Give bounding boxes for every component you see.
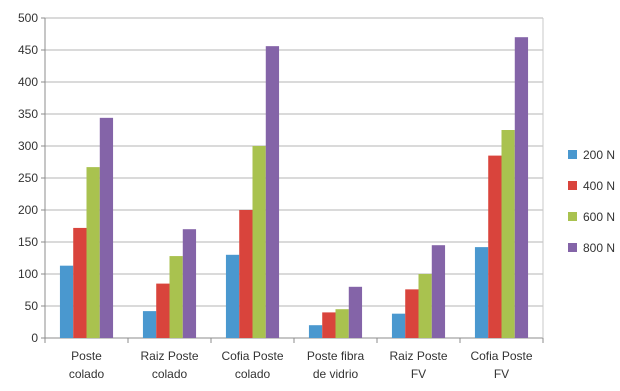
x-tick-label: Cofia Poste FV	[470, 349, 532, 381]
legend-label: 800 N	[583, 241, 615, 255]
bar-600n-6	[501, 130, 515, 338]
x-axis-labels: Poste colado Raiz Poste colado Cofia Poste co…	[69, 349, 533, 381]
bar-400n-4	[322, 312, 336, 338]
bar-200n-1	[59, 265, 74, 338]
y-tick-label: 250	[18, 171, 38, 185]
bar-200n-3	[225, 254, 240, 338]
bars	[59, 37, 529, 338]
legend-label: 200 N	[583, 148, 615, 162]
bar-200n-4	[308, 325, 323, 338]
y-axis-labels: 0 50 100 150 200 250 300 350 400 450 500	[18, 11, 38, 345]
gridlines	[45, 17, 543, 307]
x-tick-label: Cofia Poste colado	[221, 349, 283, 381]
x-tick-label: Poste fibra de vidrio	[307, 349, 365, 381]
y-tick-label: 150	[18, 235, 38, 249]
legend-swatch	[568, 181, 577, 190]
bar-600n-1	[86, 167, 100, 338]
bar-800n-6	[514, 37, 529, 338]
y-tick-label: 300	[18, 139, 38, 153]
legend-label: 400 N	[583, 179, 615, 193]
legend: 200 N 400 N 600 N 800 N	[568, 148, 615, 255]
bar-600n-2	[169, 256, 183, 338]
y-tick-label: 0	[31, 331, 38, 345]
bar-600n-3	[252, 146, 266, 338]
bar-400n-1	[73, 227, 87, 338]
bar-800n-4	[348, 286, 363, 338]
bar-800n-5	[431, 245, 446, 338]
x-tick-label: Poste colado	[69, 349, 105, 381]
axes	[41, 17, 544, 343]
bar-200n-5	[391, 313, 406, 338]
y-tick-label: 50	[25, 299, 39, 313]
y-tick-label: 450	[18, 43, 38, 57]
bar-200n-2	[142, 311, 157, 338]
bar-800n-1	[99, 117, 114, 338]
bar-800n-2	[182, 229, 197, 338]
y-tick-label: 100	[18, 267, 38, 281]
y-tick-label: 200	[18, 203, 38, 217]
legend-swatch	[568, 243, 577, 252]
legend-swatch	[568, 150, 577, 159]
y-tick-label: 500	[18, 11, 38, 25]
legend-swatch	[568, 212, 577, 221]
legend-label: 600 N	[583, 210, 615, 224]
bar-400n-2	[156, 283, 170, 338]
x-tick-label: Raiz Poste colado	[140, 349, 198, 381]
bar-400n-3	[239, 210, 253, 338]
bar-400n-6	[488, 155, 502, 338]
bar-400n-5	[405, 289, 419, 338]
y-tick-label: 350	[18, 107, 38, 121]
y-tick-label: 400	[18, 75, 38, 89]
bar-200n-6	[474, 247, 489, 338]
x-tick-label: Raiz Poste FV	[389, 349, 447, 381]
bar-800n-3	[265, 46, 280, 338]
bar-600n-5	[418, 274, 432, 338]
bar-600n-4	[335, 309, 349, 338]
